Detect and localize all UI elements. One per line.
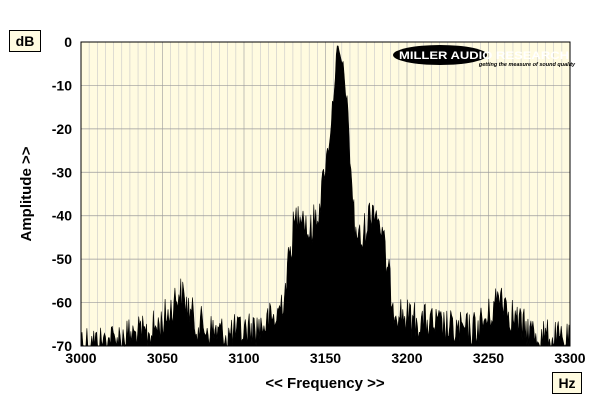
- x-tick-label: 3250: [473, 350, 504, 366]
- y-tick-label: -10: [52, 77, 72, 93]
- x-tick-label: 3150: [310, 350, 341, 366]
- y-unit-label: dB: [9, 30, 41, 52]
- x-tick-label: 3000: [65, 350, 96, 366]
- x-tick-label: 3050: [147, 350, 178, 366]
- miller-audio-research-logo: MILLER AUDIO RESEARCH getting the measur…: [393, 45, 576, 68]
- logo-badge: [393, 45, 487, 65]
- y-tick-labels: 0 -10 -20 -30 -40 -50 -60 -70: [52, 34, 72, 354]
- x-axis-label: << Frequency >>: [265, 375, 384, 392]
- y-tick-label: -40: [52, 208, 72, 224]
- y-tick-label: -70: [52, 338, 72, 354]
- y-tick-label: -60: [52, 295, 72, 311]
- x-tick-label: 3100: [228, 350, 259, 366]
- y-axis-label: Amplitude >>: [18, 146, 35, 241]
- x-tick-label: 3200: [391, 350, 422, 366]
- x-tick-label: 3300: [554, 350, 585, 366]
- x-unit-label: Hz: [552, 372, 582, 394]
- y-tick-label: -50: [52, 251, 72, 267]
- y-tick-label: -30: [52, 164, 72, 180]
- logo-tagline: getting the measure of sound quality: [478, 62, 576, 68]
- y-tick-label: -20: [52, 121, 72, 137]
- logo-text: MILLER AUDIO RESEARCH: [399, 50, 569, 62]
- x-tick-labels: 3000 3050 3100 3150 3200 3250 3300: [65, 350, 585, 366]
- plot-border: [80, 41, 571, 347]
- y-tick-label: 0: [64, 34, 72, 50]
- spectrum-fill: [80, 45, 571, 348]
